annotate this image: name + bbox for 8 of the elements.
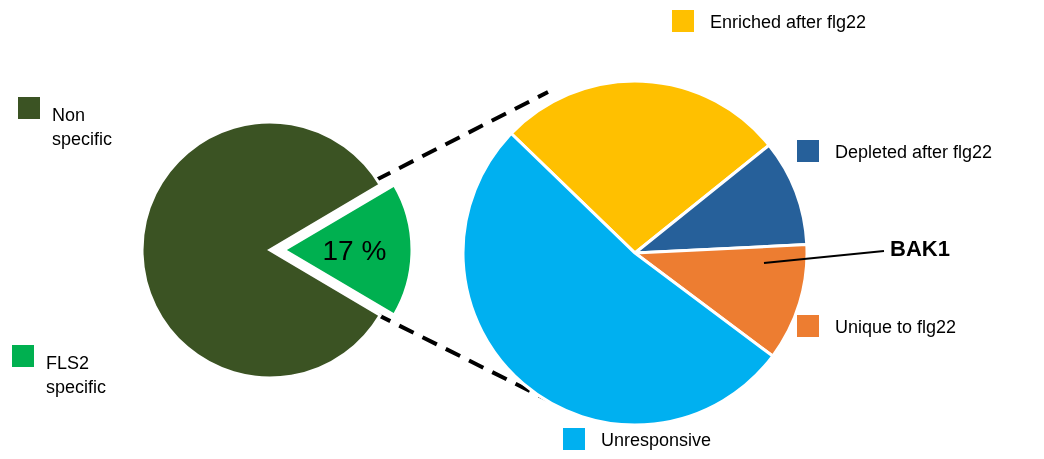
legend-label: Non specific (52, 104, 113, 151)
legend-label: Unresponsive (601, 429, 712, 452)
text: BAK1 (890, 236, 950, 262)
legend-label: Depleted after flg22 (835, 141, 993, 164)
legend-label: Unique to flg22 (835, 316, 957, 339)
legend-label: Enriched after flg22 (710, 11, 867, 34)
legend-label: FLS2 specific (46, 352, 107, 399)
data-label: 17 % (322, 234, 387, 266)
